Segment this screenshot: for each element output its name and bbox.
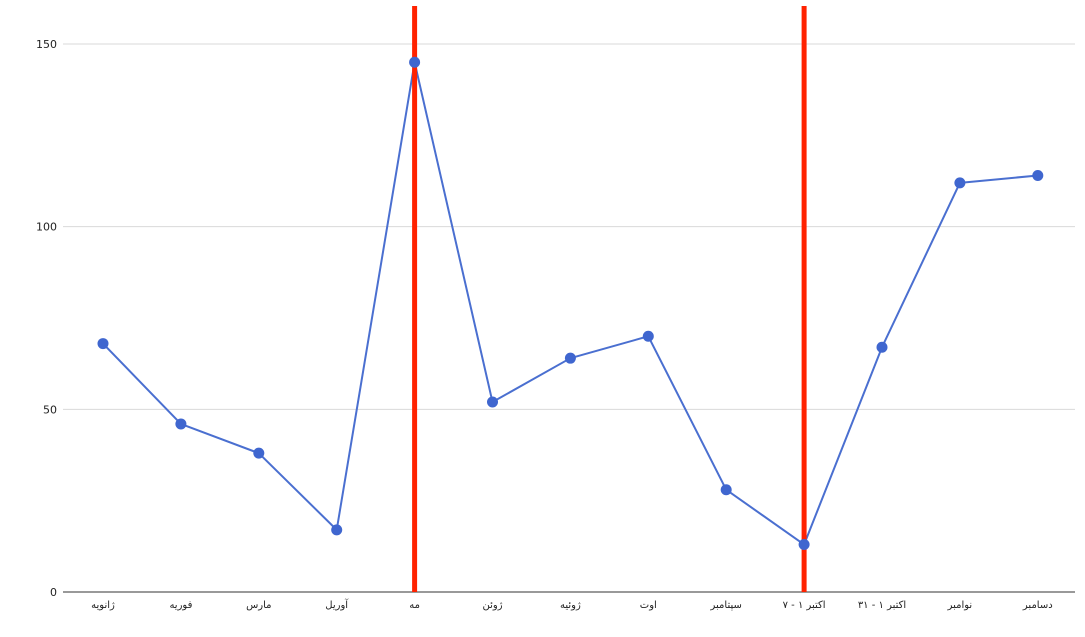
data-points	[97, 56, 1044, 551]
x-category-label: اکتبر ۱ - ۳۱	[858, 600, 906, 611]
x-category-label: فوریه	[169, 600, 192, 611]
data-point	[720, 484, 732, 496]
y-axis-ticks: 0 50 100 150	[36, 38, 57, 599]
x-axis-labels: ژانویه فوریه مارس آوریل مه ژوئن ژوئیه اوت سپتامب…	[91, 598, 1053, 611]
series-line	[102, 61, 1038, 546]
data-point	[331, 524, 343, 536]
x-category-label: نوامبر	[947, 600, 973, 611]
y-tick-label: 50	[43, 403, 57, 416]
x-category-label: مه	[409, 600, 420, 611]
highlight-markers	[412, 6, 807, 592]
data-point	[487, 396, 498, 408]
series-line-path	[102, 61, 1038, 546]
data-point	[175, 418, 187, 430]
data-point	[409, 56, 421, 68]
x-category-label: اکتبر ۱ - ۷	[783, 600, 826, 611]
data-point	[1032, 170, 1044, 182]
x-category-label: دسامبر	[1022, 600, 1053, 611]
data-point	[564, 352, 576, 364]
x-category-label: ژانویه	[91, 600, 115, 611]
x-category-label: سپتامبر	[710, 600, 742, 611]
data-point	[876, 341, 888, 353]
x-category-label: مارس	[246, 600, 271, 611]
y-tick-label: 0	[50, 586, 57, 599]
gridlines	[63, 43, 1075, 593]
data-point	[253, 447, 265, 459]
data-point	[954, 177, 966, 189]
y-tick-label: 150	[36, 38, 57, 51]
x-category-label: آوریل	[325, 598, 349, 611]
x-category-label: ژوئن	[482, 600, 502, 611]
x-category-label: اوت	[640, 600, 657, 611]
data-point	[97, 338, 109, 350]
y-tick-label: 100	[36, 221, 57, 234]
data-point	[798, 539, 810, 551]
x-category-label: ژوئیه	[560, 600, 581, 611]
data-point	[642, 330, 654, 342]
